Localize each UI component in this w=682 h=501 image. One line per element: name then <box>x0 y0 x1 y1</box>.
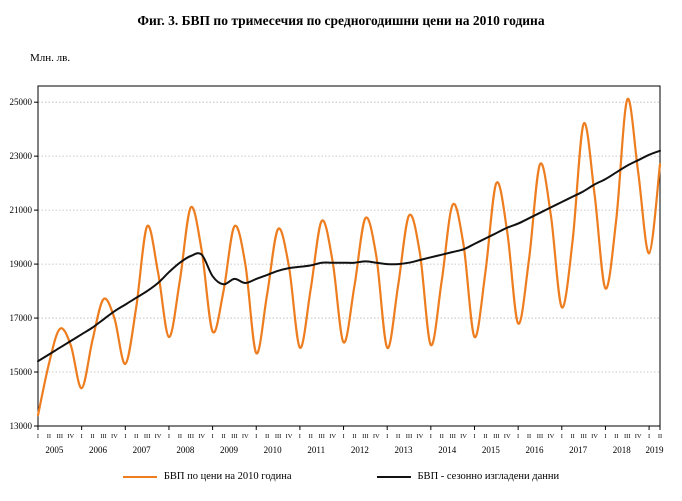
quarter-tick-label: I <box>430 433 432 440</box>
quarter-tick-label: II <box>658 433 662 440</box>
year-tick-label: 2013 <box>395 445 414 455</box>
y-tick-label: 17000 <box>10 313 33 323</box>
legend-label-adjusted-series: БВП - сезонно изгладени данни <box>417 471 560 482</box>
year-tick-label: 2016 <box>526 445 545 455</box>
quarter-tick-label: III <box>57 433 64 440</box>
year-tick-label: 2010 <box>264 445 283 455</box>
quarter-tick-label: IV <box>373 433 380 440</box>
year-tick-label: 2008 <box>176 445 195 455</box>
legend-item-adjusted-series: БВП - сезонно изгладени данни <box>376 471 560 482</box>
y-tick-label: 23000 <box>10 151 33 161</box>
quarter-tick-label: III <box>231 433 238 440</box>
y-tick-label: 25000 <box>10 97 33 107</box>
quarter-tick-label: I <box>212 433 214 440</box>
quarter-tick-label: II <box>352 433 356 440</box>
quarter-tick-label: I <box>255 433 257 440</box>
quarter-tick-label: IV <box>155 433 162 440</box>
y-tick-label: 19000 <box>10 259 33 269</box>
quarter-tick-label: III <box>580 433 587 440</box>
chart-title: Фиг. 3. БВП по тримесечия по средногодиш… <box>137 13 545 28</box>
quarter-tick-label: IV <box>67 433 74 440</box>
chart-legend: БВП по цени на 2010 година БВП - сезонно… <box>0 471 682 482</box>
legend-label-raw-series: БВП по цени на 2010 година <box>163 471 292 482</box>
quarter-tick-label: IV <box>460 433 467 440</box>
quarter-tick-label: II <box>396 433 400 440</box>
quarter-tick-label: I <box>604 433 606 440</box>
quarter-tick-label: II <box>309 433 313 440</box>
quarter-tick-label: III <box>537 433 544 440</box>
year-tick-label: 2011 <box>307 445 325 455</box>
legend-swatch-black-line <box>376 475 411 478</box>
quarter-tick-label: I <box>299 433 301 440</box>
quarter-tick-label: III <box>406 433 413 440</box>
y-axis-unit-label: Млн. лв. <box>30 52 71 64</box>
quarter-tick-label: I <box>386 433 388 440</box>
y-tick-label: 21000 <box>10 205 33 215</box>
quarter-tick-label: I <box>37 433 39 440</box>
quarter-tick-label: III <box>362 433 369 440</box>
quarter-tick-label: III <box>449 433 456 440</box>
quarter-tick-label: II <box>221 433 225 440</box>
quarter-tick-label: IV <box>635 433 642 440</box>
quarter-tick-label: IV <box>286 433 293 440</box>
year-tick-label: 2017 <box>569 445 588 455</box>
quarter-tick-label: II <box>134 433 138 440</box>
quarter-tick-label: I <box>168 433 170 440</box>
quarter-tick-label: IV <box>329 433 336 440</box>
quarter-tick-label: II <box>483 433 487 440</box>
quarter-tick-label: IV <box>198 433 205 440</box>
quarter-tick-label: II <box>440 433 444 440</box>
quarter-tick-label: III <box>144 433 151 440</box>
quarter-tick-label: III <box>493 433 500 440</box>
quarter-tick-label: I <box>81 433 83 440</box>
quarter-tick-label: I <box>473 433 475 440</box>
quarter-tick-label: III <box>100 433 107 440</box>
quarter-tick-label: II <box>571 433 575 440</box>
quarter-tick-label: II <box>178 433 182 440</box>
series-line-gdp-seasonally-adjusted <box>37 149 661 363</box>
quarter-tick-label: IV <box>591 433 598 440</box>
quarter-tick-label: II <box>614 433 618 440</box>
quarter-tick-label: I <box>517 433 519 440</box>
legend-item-raw-series: БВП по цени на 2010 година <box>122 471 292 482</box>
quarter-tick-label: I <box>648 433 650 440</box>
year-tick-label: 2014 <box>438 445 457 455</box>
legend-swatch-orange-line <box>122 475 157 478</box>
quarter-tick-label: IV <box>504 433 511 440</box>
year-tick-label: 2006 <box>89 445 108 455</box>
quarter-tick-label: III <box>188 433 195 440</box>
quarter-tick-label: III <box>318 433 325 440</box>
quarter-tick-label: II <box>527 433 531 440</box>
quarter-tick-label: IV <box>547 433 554 440</box>
quarter-tick-label: II <box>47 433 51 440</box>
quarter-tick-label: I <box>124 433 126 440</box>
year-tick-label: 2007 <box>133 445 152 455</box>
quarter-tick-label: IV <box>417 433 424 440</box>
quarter-tick-label: II <box>90 433 94 440</box>
year-tick-label: 2005 <box>45 445 64 455</box>
quarter-tick-label: IV <box>242 433 249 440</box>
y-tick-label: 15000 <box>10 367 33 377</box>
quarter-tick-label: III <box>275 433 282 440</box>
year-tick-label: 2019 <box>646 445 665 455</box>
year-tick-label: 2015 <box>482 445 501 455</box>
plot-frame <box>37 85 661 427</box>
quarter-tick-label: I <box>561 433 563 440</box>
year-tick-label: 2018 <box>613 445 632 455</box>
series-line-gdp-2010-prices <box>36 97 662 417</box>
y-tick-label: 13000 <box>10 421 33 431</box>
quarter-tick-label: III <box>624 433 631 440</box>
year-tick-label: 2012 <box>351 445 369 455</box>
quarter-tick-label: IV <box>111 433 118 440</box>
year-tick-label: 2009 <box>220 445 239 455</box>
quarter-tick-label: II <box>265 433 269 440</box>
quarter-tick-label: I <box>342 433 344 440</box>
